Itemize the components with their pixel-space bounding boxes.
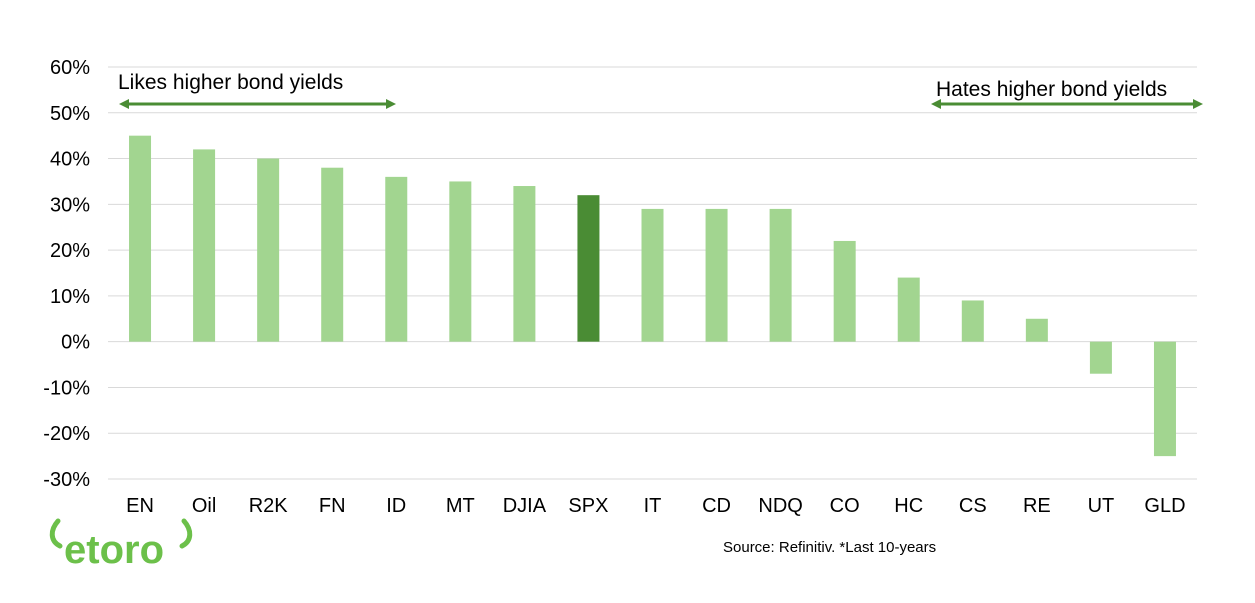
bar-en <box>129 135 152 342</box>
y-tick-label: -30% <box>43 469 90 491</box>
bar-cs <box>961 300 984 342</box>
y-tick-label: 40% <box>50 149 90 171</box>
y-tick-label: -10% <box>43 377 90 399</box>
x-tick-label-cs: CS <box>959 495 987 517</box>
bar-ndq <box>769 208 792 342</box>
y-tick-label: 0% <box>61 332 90 354</box>
annotation-likes-label: Likes higher bond yields <box>118 71 343 94</box>
y-axis-tick-labels: 60% 50% 40% 30% 20% 10% 0% -10% -20% -30% <box>43 57 90 491</box>
x-tick-label-gld: GLD <box>1144 495 1185 517</box>
x-tick-label-re: RE <box>1023 495 1051 517</box>
y-tick-label: 10% <box>50 286 90 308</box>
bar-ut <box>1089 341 1112 374</box>
x-tick-label-id: ID <box>386 495 406 517</box>
y-tick-label: 30% <box>50 194 90 216</box>
y-tick-label: 60% <box>50 57 90 79</box>
bar-oil <box>193 149 216 342</box>
logo-left-horn <box>49 518 63 549</box>
bar-it <box>641 208 664 342</box>
source-note: Source: Refinitiv. *Last 10-years <box>723 539 936 556</box>
bar-re <box>1025 318 1048 342</box>
x-tick-label-mt: MT <box>446 495 475 517</box>
logo-right-horn <box>179 518 193 549</box>
x-tick-label-oil: Oil <box>192 495 216 517</box>
y-tick-label: 20% <box>50 240 90 262</box>
bar-fn <box>321 167 344 342</box>
x-axis-tick-labels: EN Oil R2K FN ID MT DJIA SPX IT CD NDQ CO HC CS RE UT GL… <box>126 495 1185 517</box>
logo-wordmark: etoro <box>64 528 164 572</box>
bar-hc <box>897 277 920 342</box>
y-tick-label: 50% <box>50 103 90 125</box>
bar-cd <box>705 208 728 342</box>
annotation-hates-label: Hates higher bond yields <box>936 78 1167 101</box>
x-tick-label-r2k: R2K <box>249 495 289 517</box>
bar-id <box>385 176 408 342</box>
bar-r2k <box>257 158 280 342</box>
bar-gld <box>1153 341 1176 457</box>
x-tick-label-fn: FN <box>319 495 346 517</box>
x-tick-label-ut: UT <box>1088 495 1115 517</box>
bar-co <box>833 240 856 342</box>
x-tick-label-en: EN <box>126 495 154 517</box>
x-tick-label-djia: DJIA <box>503 495 547 517</box>
bars <box>129 135 1176 457</box>
x-tick-label-cd: CD <box>702 495 731 517</box>
x-tick-label-hc: HC <box>894 495 923 517</box>
x-tick-label-spx: SPX <box>568 495 608 517</box>
bar-djia <box>513 186 536 342</box>
x-tick-label-co: CO <box>830 495 860 517</box>
x-tick-label-it: IT <box>644 495 662 517</box>
bar-spx <box>577 195 600 342</box>
y-tick-label: -20% <box>43 423 90 445</box>
etoro-logo: etoro <box>49 518 193 572</box>
bar-mt <box>449 181 472 342</box>
x-tick-label-ndq: NDQ <box>758 495 802 517</box>
